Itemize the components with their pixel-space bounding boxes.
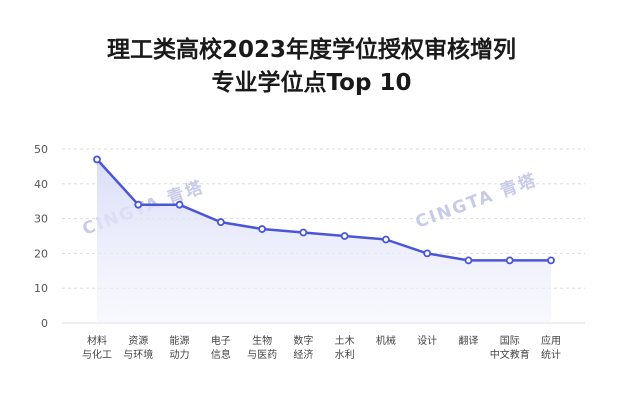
y-tick-label: 40 (34, 178, 48, 191)
title-line-1: 理工类高校2023年度学位授权审核增列 (106, 37, 516, 63)
title-line-2: 专业学位点Top 10 (211, 70, 412, 96)
data-point (93, 155, 101, 164)
data-point (423, 249, 432, 258)
x-category-label: 生物与医药 (247, 334, 277, 361)
y-tick-label: 0 (41, 317, 48, 330)
x-category-label: 土木水利 (335, 334, 355, 361)
y-tick-label: 30 (34, 213, 48, 226)
y-tick-label: 10 (34, 282, 48, 295)
y-tick-label: 50 (34, 143, 48, 156)
x-category-label: 材料与化工 (82, 334, 112, 361)
data-point (382, 235, 390, 244)
series-line (96, 158, 551, 262)
x-category-label: 设计 (417, 334, 437, 347)
data-points (93, 155, 555, 265)
x-category-label: 应用统计 (541, 334, 561, 361)
data-point (340, 232, 349, 240)
data-point (216, 218, 225, 226)
x-category-label: 电子信息 (211, 334, 231, 361)
y-tick-label: 20 (34, 247, 48, 260)
data-point (464, 256, 473, 265)
data-point (547, 256, 555, 265)
watermark-text: CINGTA 青塔 (413, 169, 541, 233)
chart-title: 理工类高校2023年度学位授权审核增列 专业学位点Top 10 (0, 34, 623, 100)
data-point (299, 228, 308, 237)
x-category-label: 数字经济 (293, 334, 313, 361)
area-fill (97, 159, 551, 323)
data-point (505, 256, 514, 265)
x-category-label: 资源与环境 (123, 334, 153, 361)
x-category-label: 国际中文教育 (490, 335, 530, 361)
data-point (134, 200, 143, 209)
x-category-label: 翻译 (458, 335, 478, 347)
data-point (258, 225, 266, 233)
x-category-label: 能源动力 (170, 334, 190, 361)
y-axis-ticks: 0 10 20 30 40 50 (34, 143, 48, 330)
data-point (175, 200, 184, 209)
x-category-label: 机械 (376, 334, 396, 347)
